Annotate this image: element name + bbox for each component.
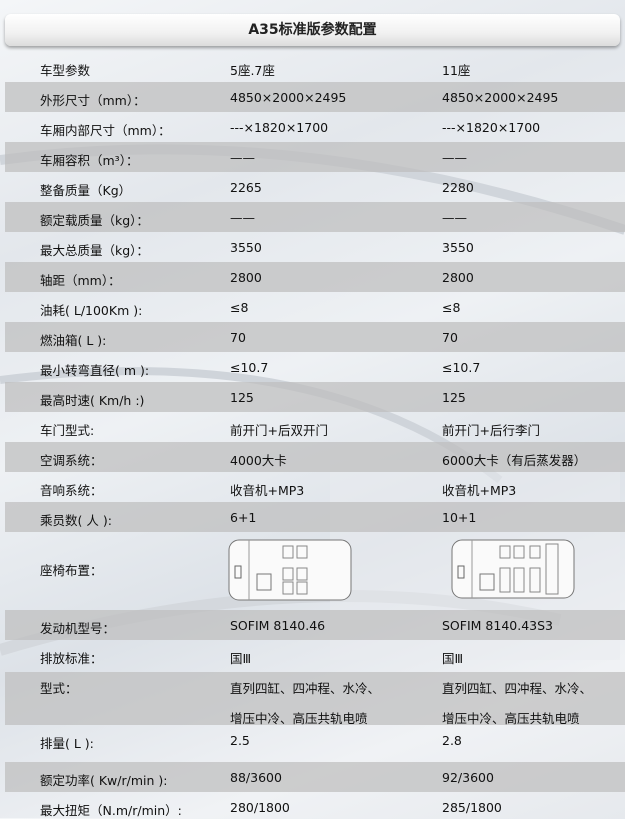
value-11-seat: 285/1800: [442, 800, 502, 815]
value-5-7-seat: 直列四缸、四冲程、水冷、: [230, 681, 381, 696]
value-5-7-seat: SOFIM 8140.46: [230, 618, 326, 633]
row-label: 型式：: [40, 681, 78, 696]
spec-row: 排放标准： 国Ⅲ 国Ⅲ: [5, 640, 625, 672]
spec-row: 燃油箱( L ): 70 70: [5, 322, 625, 352]
value-5-7-seat: 2800: [230, 270, 262, 285]
value-11-seat: 直列四缸、四冲程、水冷、: [442, 681, 593, 696]
row-label: 额定功率( Kw/r/min ):: [40, 773, 168, 788]
row-label: 外形尺寸（mm）：: [40, 93, 146, 108]
value-5-7-seat: 4850×2000×2495: [230, 90, 347, 105]
value-5-7-seat: 2.5: [230, 733, 250, 748]
row-label: 乘员数( 人 ):: [40, 513, 112, 528]
spec-row: 音响系统： 收音机+MP3 收音机+MP3: [5, 472, 625, 502]
value-5-7-seat: ≤10.7: [230, 360, 269, 375]
value-11-seat: 2280: [442, 180, 474, 195]
row-label: 最小转弯直径( m ):: [40, 363, 150, 378]
spec-row: 油耗( L/100Km ): ≤8 ≤8: [5, 292, 625, 322]
spec-row: 最大总质量（kg）： 3550 3550: [5, 232, 625, 262]
spec-row: 额定功率( Kw/r/min ): 88/3600 92/3600: [5, 762, 625, 792]
spec-row: 发动机型号： SOFIM 8140.46 SOFIM 8140.43S3: [5, 610, 625, 640]
row-label: 车型参数: [40, 63, 91, 78]
value-5-7-seat: 5座.7座: [230, 63, 275, 78]
spec-row: 乘员数( 人 ): 6+1 10+1: [5, 502, 625, 532]
row-label: 车门型式:: [40, 423, 95, 438]
value-11-seat: ---×1820×1700: [442, 120, 541, 135]
row-label: 发动机型号：: [40, 621, 116, 636]
value-11-seat: 11座: [442, 63, 471, 78]
row-label: 额定载质量（kg）：: [40, 213, 149, 228]
value-5-7-seat: 70: [230, 330, 246, 345]
value-5-7-seat: ---×1820×1700: [230, 120, 329, 135]
value-5-7-seat: 国Ⅲ: [230, 651, 252, 666]
value-11-seat: ≤8: [442, 300, 461, 315]
value-5-7-seat: 收音机+MP3: [230, 483, 305, 498]
value-11-seat: ——: [442, 210, 467, 225]
value-5-7-seat: ——: [230, 210, 255, 225]
value-5-7-seat: 4000大卡: [230, 453, 287, 468]
spec-row: 车型参数 5座.7座 11座: [5, 52, 625, 82]
seat-diagram-7-seat: [228, 539, 352, 601]
value-5-7-seat: 280/1800: [230, 800, 290, 815]
row-label: 燃油箱( L ):: [40, 333, 107, 348]
value-5-7-seat: 2265: [230, 180, 262, 195]
spec-row: 外形尺寸（mm）： 4850×2000×2495 4850×2000×2495: [5, 82, 625, 112]
page-title: A35标准版参数配置: [5, 14, 620, 46]
row-label: 最大总质量（kg）：: [40, 243, 149, 258]
value-5-7-seat: 88/3600: [230, 770, 282, 785]
spec-row: 轴距（mm）： 2800 2800: [5, 262, 625, 292]
spec-row: 车门型式: 前开门+后双开门 前开门+后行李门: [5, 412, 625, 442]
row-label: 油耗( L/100Km ):: [40, 303, 143, 318]
row-label: 排量( L ):: [40, 736, 94, 751]
row-label: 整备质量（Kg）: [40, 183, 132, 198]
value-11-seat: ——: [442, 150, 467, 165]
spec-row: 最大扭矩（N.m/r/min）: 280/1800 285/1800: [5, 792, 625, 818]
value-11-seat: ≤10.7: [442, 360, 481, 375]
row-label: 车厢内部尺寸（mm）：: [40, 123, 171, 138]
value-11-seat: 92/3600: [442, 770, 494, 785]
value-11-seat: 10+1: [442, 510, 477, 525]
value-11-seat: 2800: [442, 270, 474, 285]
row-label: 车厢容积（m³）：: [40, 153, 139, 168]
value-11-seat: SOFIM 8140.43S3: [442, 618, 553, 633]
row-label: 音响系统：: [40, 483, 103, 498]
value-5-7-seat-line2: 增压中冷、高压共轨电喷: [230, 711, 368, 726]
row-label: 空调系统：: [40, 453, 103, 468]
row-label: 座椅布置：: [40, 563, 103, 578]
value-5-7-seat: 125: [230, 390, 254, 405]
spec-row: 排量( L ): 2.5 2.8: [5, 725, 625, 762]
row-label: 最高时速( Km/h :): [40, 393, 145, 408]
value-11-seat-line2: 增压中冷、高压共轨电喷: [442, 711, 580, 726]
value-5-7-seat: 3550: [230, 240, 262, 255]
spec-row: 车厢内部尺寸（mm）： ---×1820×1700 ---×1820×1700: [5, 112, 625, 142]
value-11-seat: 2.8: [442, 733, 462, 748]
value-5-7-seat: 前开门+后双开门: [230, 423, 328, 438]
value-11-seat: 收音机+MP3: [442, 483, 517, 498]
spec-row: 最高时速( Km/h :) 125 125: [5, 382, 625, 412]
value-5-7-seat: ——: [230, 150, 255, 165]
row-label: 轴距（mm）：: [40, 273, 121, 288]
seat-diagram-11-seat: [451, 539, 575, 599]
spec-row: 型式： 直列四缸、四冲程、水冷、 直列四缸、四冲程、水冷、 增压中冷、高压共轨电喷 增压…: [5, 672, 625, 726]
spec-row: 额定载质量（kg）： —— ——: [5, 202, 625, 232]
spec-row: 空调系统： 4000大卡 6000大卡（有后蒸发器）: [5, 442, 625, 472]
value-5-7-seat: ≤8: [230, 300, 249, 315]
value-11-seat: 6000大卡（有后蒸发器）: [442, 453, 587, 468]
row-label: 最大扭矩（N.m/r/min）:: [40, 803, 182, 818]
value-11-seat: 4850×2000×2495: [442, 90, 559, 105]
row-label: 排放标准：: [40, 651, 103, 666]
seat-layout-row: 座椅布置：: [5, 532, 625, 610]
spec-row: 最小转弯直径( m ): ≤10.7 ≤10.7: [5, 352, 625, 382]
value-11-seat: 前开门+后行李门: [442, 423, 540, 438]
spec-row: 整备质量（Kg） 2265 2280: [5, 172, 625, 202]
value-5-7-seat: 6+1: [230, 510, 257, 525]
spec-row: 车厢容积（m³）： —— ——: [5, 142, 625, 172]
value-11-seat: 国Ⅲ: [442, 651, 464, 666]
value-11-seat: 3550: [442, 240, 474, 255]
value-11-seat: 70: [442, 330, 458, 345]
value-11-seat: 125: [442, 390, 466, 405]
